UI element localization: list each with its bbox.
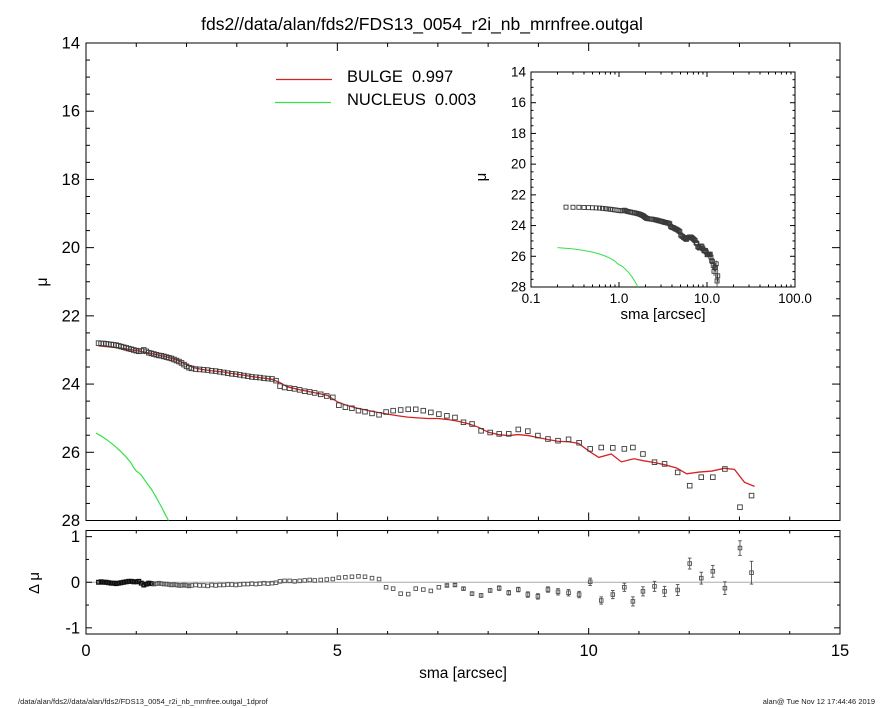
page-title: fds2//data/alan/fds2/FDS13_0054_r2i_nb_m… xyxy=(201,14,643,35)
inset-panel-axes: 0.1 1.0 10.0 100.0 14 16 18 20 22 24 26 28 xyxy=(511,65,812,307)
residual-y-axis-label: Δ μ xyxy=(26,572,43,594)
footer-file-path: /data/alan/fds2//data/alan/fds2/FDS13_00… xyxy=(18,697,269,706)
inset-x-axis-label: sma [arcsec] xyxy=(620,306,705,323)
svg-text:100.0: 100.0 xyxy=(778,291,812,306)
svg-text:16: 16 xyxy=(62,103,80,121)
main-panel-axes: 14 16 18 20 22 24 26 28 xyxy=(62,35,841,530)
svg-text:18: 18 xyxy=(62,171,80,189)
svg-text:28: 28 xyxy=(62,512,80,530)
svg-text:18: 18 xyxy=(511,126,526,141)
svg-text:0: 0 xyxy=(71,574,80,592)
legend: BULGE 0.997 NUCLEUS 0.003 xyxy=(275,68,476,109)
inset-panel-series xyxy=(557,204,721,287)
legend-nucleus-label: NUCLEUS 0.003 xyxy=(347,91,476,109)
residual-panel-axes: 0 5 10 15-101 xyxy=(65,528,849,660)
svg-text:14: 14 xyxy=(62,35,80,53)
svg-text:20: 20 xyxy=(511,157,526,172)
inset-y-axis-label: μ xyxy=(473,173,490,182)
svg-text:20: 20 xyxy=(62,239,80,257)
svg-text:16: 16 xyxy=(511,95,526,110)
svg-text:0.1: 0.1 xyxy=(522,291,541,306)
svg-text:10: 10 xyxy=(579,642,597,660)
svg-text:24: 24 xyxy=(62,376,80,394)
svg-text:15: 15 xyxy=(831,642,849,660)
svg-text:5: 5 xyxy=(333,642,342,660)
svg-text:24: 24 xyxy=(511,218,527,233)
svg-text:22: 22 xyxy=(62,307,80,325)
svg-text:10.0: 10.0 xyxy=(694,291,720,306)
svg-text:-1: -1 xyxy=(65,619,80,637)
residual-panel-series xyxy=(96,540,754,607)
main-panel-series xyxy=(95,340,755,521)
svg-text:1.0: 1.0 xyxy=(610,291,629,306)
svg-text:26: 26 xyxy=(62,444,80,462)
residual-x-axis-label: sma [arcsec] xyxy=(419,665,507,682)
svg-text:14: 14 xyxy=(511,65,527,80)
svg-text:26: 26 xyxy=(511,249,526,264)
svg-text:28: 28 xyxy=(511,280,526,295)
svg-text:1: 1 xyxy=(71,528,80,546)
footer-user-timestamp: alan@ Tue Nov 12 17:44:46 2019 xyxy=(763,697,875,706)
svg-text:0: 0 xyxy=(81,642,90,660)
svg-text:22: 22 xyxy=(511,187,526,202)
legend-bulge-label: BULGE 0.997 xyxy=(347,68,453,86)
main-y-axis-label: μ xyxy=(34,277,51,286)
